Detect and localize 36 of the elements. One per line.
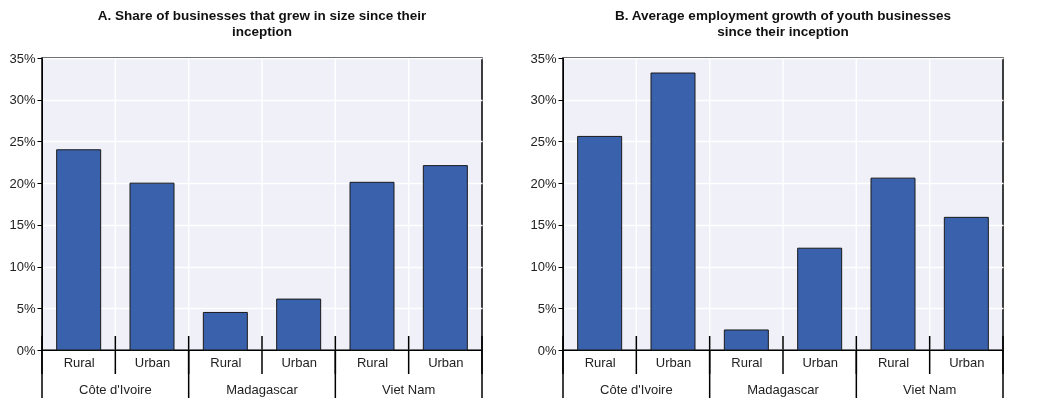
text: Côte d'Ivoire [600, 382, 673, 397]
y-tick-label: 35% [530, 50, 557, 66]
chart-title: B. Average employment growth of youth businesses since their inception [615, 8, 951, 39]
y-tick-label: 20% [530, 175, 557, 191]
x-tick-label: Rural [63, 354, 95, 370]
y-tick-label: 15% [9, 217, 36, 233]
y-tick-label: 30% [530, 92, 557, 108]
y-tick-label: 35% [9, 50, 36, 66]
x-tick-label: Rural [877, 354, 910, 370]
y-tick-label: 5% [537, 300, 557, 316]
text: Viet Nam [903, 382, 957, 397]
x-tick-label: Rural [356, 354, 389, 370]
x-tick-label: Rural [210, 354, 242, 370]
y-tick-label: 0% [16, 342, 36, 358]
y-tick-label: 10% [9, 259, 36, 275]
text: Madagascar [747, 382, 820, 397]
x-tick-label: Urban [281, 354, 317, 370]
x-tick-label: Rural [731, 354, 763, 370]
x-tick-label: Urban [802, 354, 838, 370]
text: Madagascar [226, 382, 299, 397]
y-tick-label: 10% [530, 259, 557, 275]
y-tick-label: 30% [9, 92, 36, 108]
text: Viet Nam [382, 382, 436, 397]
y-tick-label: 5% [16, 300, 36, 316]
y-tick-label: 0% [537, 342, 557, 358]
y-tick-label: 25% [9, 133, 36, 149]
y-tick-label: 15% [530, 217, 557, 233]
x-tick-label: Rural [584, 354, 616, 370]
x-tick-label: Urban [655, 354, 692, 370]
text: Côte d'Ivoire [79, 382, 152, 397]
chart-title: A. Share of businesses that grew in size since their inception [97, 8, 428, 39]
x-tick-label: Urban [949, 354, 985, 370]
y-tick-label: 20% [9, 175, 36, 191]
y-tick-label: 25% [530, 133, 557, 149]
x-tick-label: Urban [428, 354, 464, 370]
x-tick-label: Urban [134, 354, 171, 370]
